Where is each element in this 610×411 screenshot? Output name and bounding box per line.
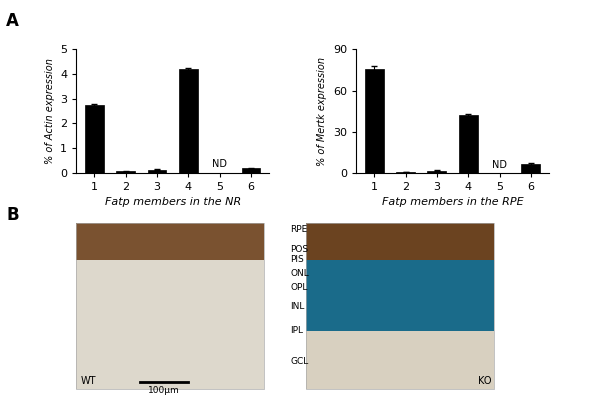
X-axis label: Fatp members in the RPE: Fatp members in the RPE bbox=[382, 197, 523, 208]
Text: IPL: IPL bbox=[290, 326, 303, 335]
Bar bbox=[179, 69, 198, 173]
X-axis label: Fatp members in the NR: Fatp members in the NR bbox=[104, 197, 241, 208]
Bar bbox=[85, 105, 104, 173]
FancyBboxPatch shape bbox=[76, 223, 264, 390]
FancyBboxPatch shape bbox=[306, 223, 494, 260]
Bar bbox=[428, 171, 447, 173]
Bar bbox=[242, 169, 260, 173]
Text: INL: INL bbox=[290, 302, 305, 311]
FancyBboxPatch shape bbox=[76, 223, 264, 260]
Bar bbox=[148, 170, 167, 173]
FancyBboxPatch shape bbox=[306, 331, 494, 390]
Text: ND: ND bbox=[212, 159, 227, 169]
Text: KO: KO bbox=[478, 376, 492, 386]
Text: PIS: PIS bbox=[290, 256, 304, 264]
Text: POS: POS bbox=[290, 245, 309, 254]
FancyBboxPatch shape bbox=[306, 260, 494, 331]
Bar bbox=[459, 115, 478, 173]
Text: A: A bbox=[6, 12, 19, 30]
Bar bbox=[365, 69, 384, 173]
Y-axis label: % of Mertk expression: % of Mertk expression bbox=[317, 57, 328, 166]
Bar bbox=[117, 171, 135, 173]
Text: WT: WT bbox=[81, 376, 96, 386]
FancyBboxPatch shape bbox=[76, 260, 264, 390]
Y-axis label: % of Actin expression: % of Actin expression bbox=[45, 58, 54, 164]
Text: ONL: ONL bbox=[290, 269, 309, 278]
Text: 100μm: 100μm bbox=[148, 386, 180, 395]
Text: B: B bbox=[6, 206, 19, 224]
Text: RPE: RPE bbox=[290, 225, 307, 233]
Text: ND: ND bbox=[492, 160, 507, 170]
Bar bbox=[522, 164, 540, 173]
Text: GCL: GCL bbox=[290, 357, 309, 366]
FancyBboxPatch shape bbox=[306, 223, 494, 390]
Bar bbox=[396, 172, 415, 173]
Text: OPL: OPL bbox=[290, 283, 307, 292]
